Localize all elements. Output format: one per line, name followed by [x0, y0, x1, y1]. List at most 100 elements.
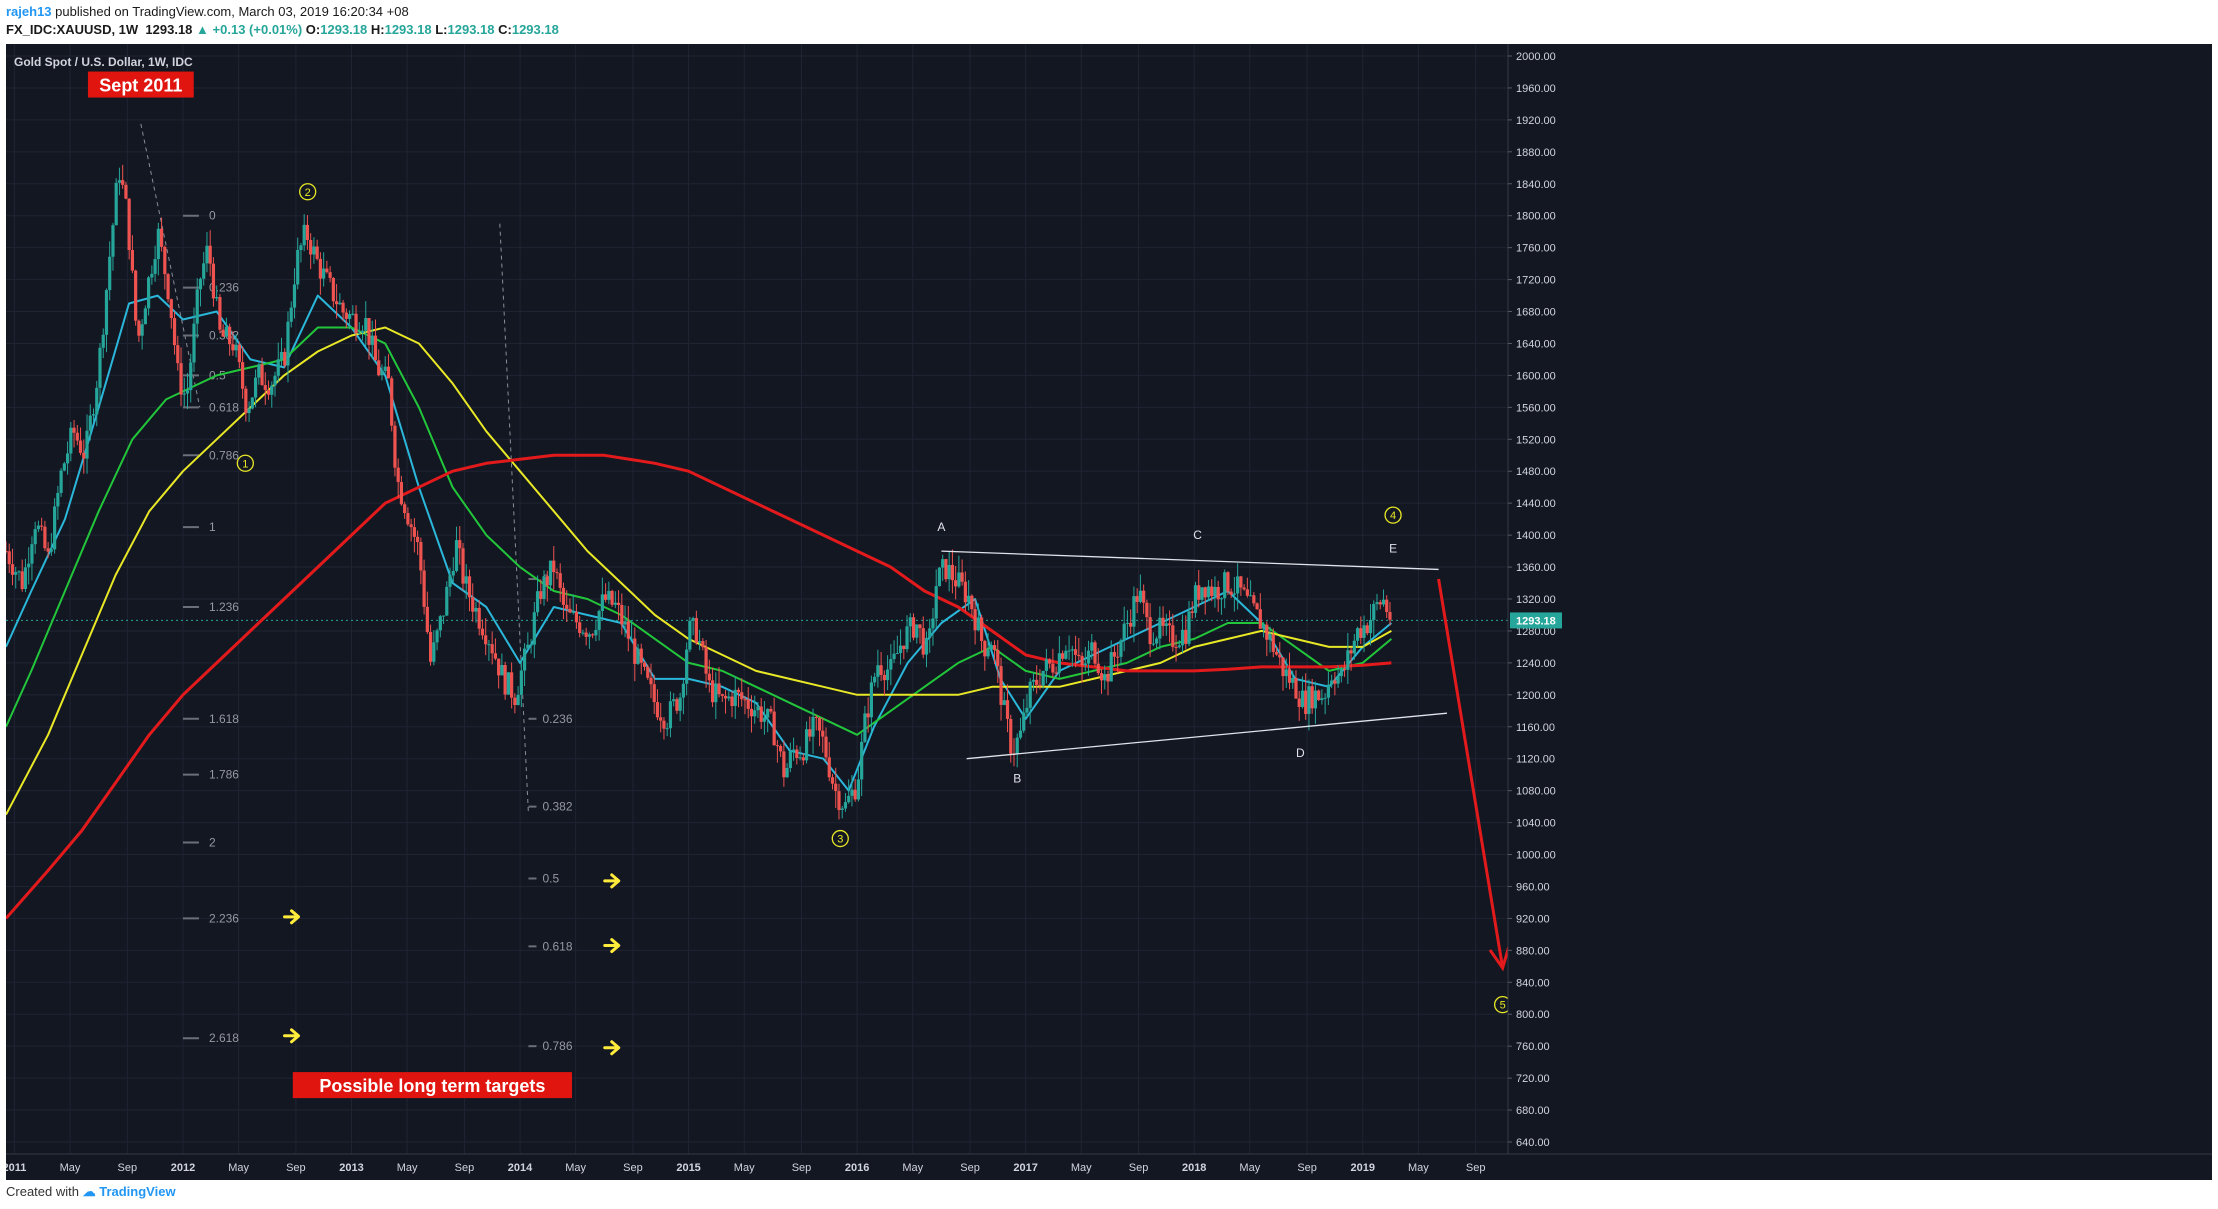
candle-body	[1051, 663, 1055, 673]
candle-body	[253, 377, 258, 398]
candle-body	[571, 611, 575, 613]
candle-body	[480, 628, 485, 636]
candle-body	[889, 659, 893, 670]
candle-body	[1077, 654, 1081, 657]
candle-body	[1005, 700, 1010, 719]
time-tick-label: 2011	[6, 1162, 26, 1174]
candle-body	[380, 370, 384, 376]
close-label: C:	[498, 22, 512, 37]
candle-body	[111, 225, 115, 257]
candle-body	[516, 694, 520, 705]
price-tick-label: 920.00	[1516, 913, 1550, 925]
price-tick-label: 1240.00	[1516, 658, 1556, 670]
target-arrow-icon	[603, 873, 621, 889]
candle-body	[782, 751, 786, 778]
candle-body	[668, 701, 673, 729]
candle-body	[1346, 650, 1350, 670]
candle-body	[416, 536, 420, 543]
candle-body	[1067, 650, 1071, 652]
candle-body	[970, 595, 974, 610]
candle-body	[1274, 651, 1279, 655]
moving-average-line	[4, 453, 1392, 920]
chart-area[interactable]: 00.2360.3820.50.6180.78611.2361.6181.786…	[2, 44, 2212, 1180]
candle-body	[743, 699, 747, 701]
time-tick-label: 2018	[1182, 1162, 1206, 1174]
candle-body	[954, 580, 958, 587]
candle-body	[548, 560, 553, 586]
author-link[interactable]: rajeh13	[6, 4, 52, 19]
candle-body	[928, 628, 932, 639]
candle-body	[147, 277, 151, 309]
candle-body	[360, 330, 365, 333]
price-tick-label: 800.00	[1516, 1009, 1550, 1021]
candle-body	[672, 699, 676, 702]
candle-body	[594, 629, 598, 636]
candle-body	[1372, 603, 1376, 620]
candle-body	[309, 240, 313, 255]
candle-body	[950, 564, 955, 581]
candle-body	[840, 808, 844, 810]
tradingview-logo-icon[interactable]: ☁	[82, 1184, 96, 1199]
candle-body	[915, 624, 919, 638]
candle-body	[409, 524, 413, 528]
candle-body	[224, 326, 228, 337]
tradingview-brand[interactable]: TradingView	[99, 1184, 176, 1199]
candle-body	[1330, 680, 1334, 685]
candle-body	[49, 549, 53, 552]
candle-body	[383, 366, 387, 371]
candle-body	[1193, 585, 1198, 613]
candle-body	[639, 648, 643, 663]
fib-level-label: 2	[209, 836, 216, 850]
price-tick-label: 1480.00	[1516, 466, 1556, 478]
wave-label: 1	[242, 458, 248, 470]
candle-body	[652, 684, 656, 703]
candle-body	[497, 658, 501, 676]
candle-body	[506, 672, 510, 695]
candle-body	[130, 249, 135, 271]
candle-body	[299, 245, 303, 251]
candle-body	[30, 544, 34, 564]
candle-body	[1258, 609, 1262, 629]
candle-body	[746, 699, 750, 709]
candle-body	[720, 694, 724, 696]
candle-body	[847, 795, 851, 803]
candle-body	[351, 313, 355, 315]
candle-body	[1064, 650, 1068, 659]
candle-body	[412, 527, 416, 537]
candle-body	[1310, 686, 1314, 709]
price-chart[interactable]: 00.2360.3820.50.6180.78611.2361.6181.786…	[2, 44, 2212, 1180]
price-tick-label: 1360.00	[1516, 562, 1556, 574]
time-tick-label: May	[565, 1162, 586, 1174]
candle-body	[292, 284, 297, 308]
triangle-trend-line	[966, 712, 1448, 760]
candle-body	[244, 388, 248, 414]
candle-body	[989, 645, 993, 650]
candle-body	[315, 246, 319, 259]
candle-body	[159, 228, 164, 247]
candle-body	[863, 713, 867, 742]
candle-body	[1248, 595, 1253, 597]
time-tick-label: 2017	[1013, 1162, 1037, 1174]
candle-body	[422, 570, 426, 607]
candle-body	[1245, 589, 1249, 596]
candle-body	[114, 182, 118, 226]
candle-body	[902, 645, 906, 650]
price-axis	[1508, 44, 2212, 1180]
triangle-point-label: D	[1296, 746, 1305, 760]
candle-body	[153, 259, 157, 274]
candle-body	[176, 345, 180, 364]
candle-body	[873, 676, 877, 683]
candle-body	[649, 677, 653, 685]
candle-body	[189, 362, 193, 391]
price-tick-label: 1720.00	[1516, 275, 1556, 287]
candle-body	[228, 326, 232, 345]
candle-body	[124, 184, 128, 199]
candle-body	[464, 576, 468, 584]
candle-body	[766, 708, 770, 718]
candle-body	[1190, 611, 1194, 613]
last-price-badge-label: 1293.18	[1516, 615, 1556, 627]
candle-body	[1362, 625, 1366, 638]
candle-body	[1313, 690, 1318, 709]
candle-body	[289, 307, 293, 322]
price-tick-label: 1440.00	[1516, 498, 1556, 510]
